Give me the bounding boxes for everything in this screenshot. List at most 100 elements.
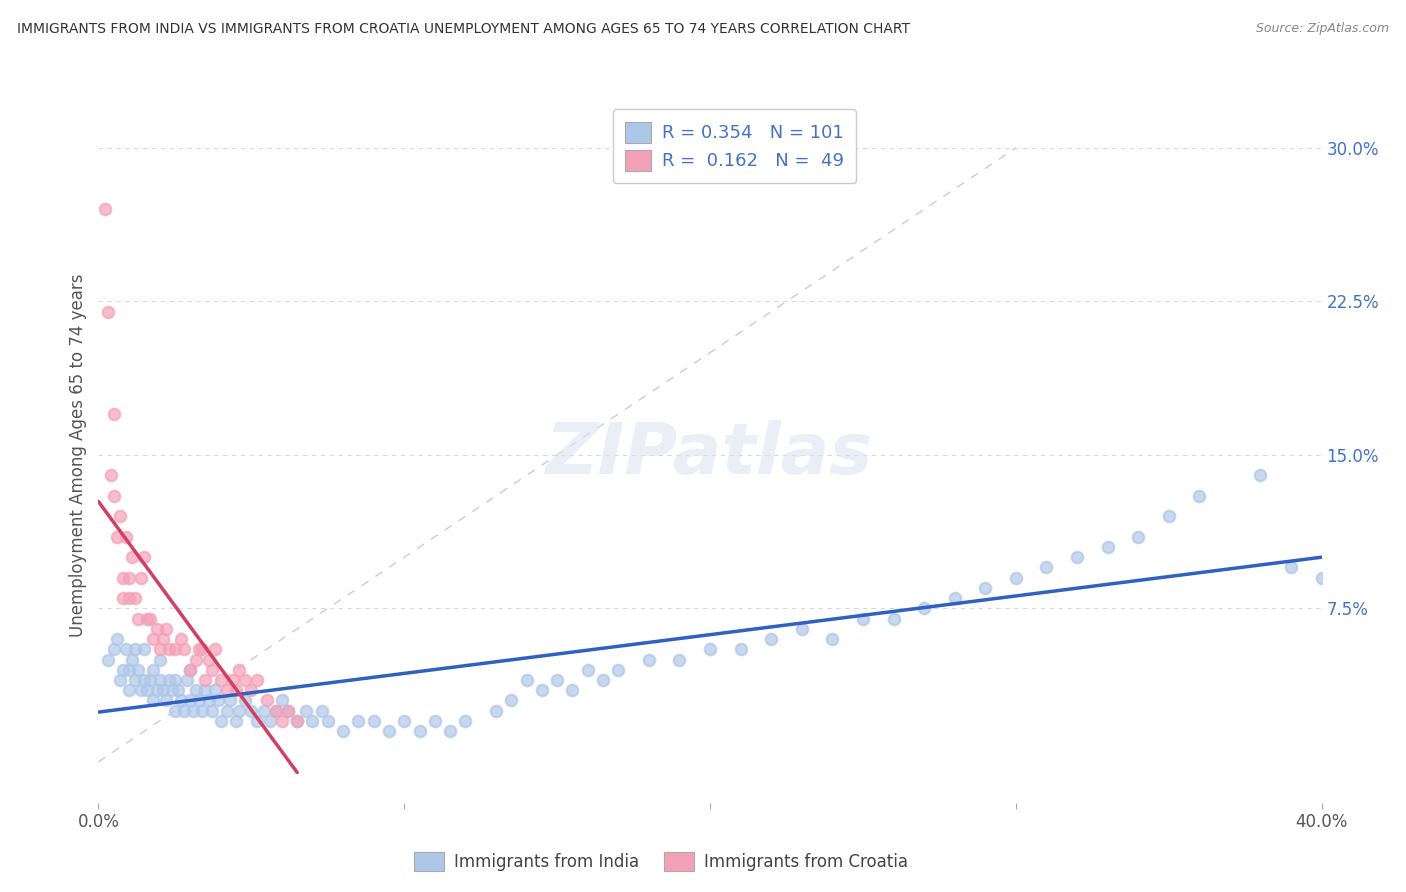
Point xyxy=(246,714,269,728)
Point xyxy=(233,673,256,687)
Point xyxy=(207,693,229,707)
Point xyxy=(163,642,186,657)
Point xyxy=(912,601,935,615)
Point xyxy=(501,693,523,707)
Point xyxy=(105,632,128,646)
Point xyxy=(852,612,875,626)
Point xyxy=(155,622,177,636)
Text: ZIPatlas: ZIPatlas xyxy=(547,420,873,490)
Point xyxy=(111,663,134,677)
Point xyxy=(152,632,174,646)
Point xyxy=(108,673,131,687)
Point xyxy=(259,714,281,728)
Point xyxy=(454,714,477,728)
Point xyxy=(270,693,292,707)
Point xyxy=(163,704,186,718)
Point xyxy=(516,673,538,687)
Point xyxy=(943,591,966,606)
Point xyxy=(186,683,208,698)
Point xyxy=(264,704,287,718)
Point xyxy=(111,571,134,585)
Point xyxy=(1066,550,1088,565)
Point xyxy=(1004,571,1026,585)
Point xyxy=(115,530,138,544)
Point xyxy=(188,693,211,707)
Point xyxy=(252,704,274,718)
Point xyxy=(142,693,165,707)
Point xyxy=(100,468,122,483)
Point xyxy=(668,652,690,666)
Point xyxy=(197,693,219,707)
Point xyxy=(256,693,278,707)
Point xyxy=(1035,560,1057,574)
Legend: Immigrants from India, Immigrants from Croatia: Immigrants from India, Immigrants from C… xyxy=(408,846,915,878)
Point xyxy=(118,571,141,585)
Point xyxy=(149,642,172,657)
Point xyxy=(228,704,250,718)
Point xyxy=(408,724,430,739)
Point xyxy=(225,714,247,728)
Point xyxy=(821,632,844,646)
Point xyxy=(561,683,583,698)
Point xyxy=(592,673,614,687)
Point xyxy=(332,724,354,739)
Point xyxy=(576,663,599,677)
Point xyxy=(129,683,152,698)
Point xyxy=(129,571,152,585)
Point xyxy=(423,714,446,728)
Point xyxy=(215,683,238,698)
Y-axis label: Unemployment Among Ages 65 to 74 years: Unemployment Among Ages 65 to 74 years xyxy=(69,273,87,637)
Point xyxy=(93,202,115,217)
Point xyxy=(200,704,222,718)
Point xyxy=(157,642,180,657)
Point xyxy=(127,612,149,626)
Point xyxy=(170,632,193,646)
Point xyxy=(134,673,156,687)
Point xyxy=(149,652,172,666)
Point xyxy=(124,591,146,606)
Point xyxy=(233,693,256,707)
Point xyxy=(97,304,120,318)
Point xyxy=(204,642,226,657)
Point xyxy=(118,591,141,606)
Point xyxy=(204,683,226,698)
Point xyxy=(186,652,208,666)
Point xyxy=(97,652,120,666)
Point xyxy=(530,683,553,698)
Point xyxy=(118,683,141,698)
Point xyxy=(209,714,232,728)
Point xyxy=(219,693,242,707)
Point xyxy=(134,642,156,657)
Point xyxy=(121,550,143,565)
Point xyxy=(392,714,416,728)
Point xyxy=(378,724,401,739)
Point xyxy=(974,581,997,595)
Point xyxy=(264,704,287,718)
Point xyxy=(197,652,219,666)
Point xyxy=(1097,540,1119,554)
Point xyxy=(142,632,165,646)
Point xyxy=(118,663,141,677)
Point xyxy=(145,683,167,698)
Point xyxy=(277,704,299,718)
Point xyxy=(1157,509,1180,524)
Point xyxy=(127,663,149,677)
Point xyxy=(485,704,508,718)
Point xyxy=(108,509,131,524)
Point xyxy=(139,612,162,626)
Point xyxy=(136,612,159,626)
Point xyxy=(546,673,568,687)
Point xyxy=(637,652,661,666)
Point xyxy=(246,673,269,687)
Point xyxy=(103,489,125,503)
Point xyxy=(883,612,905,626)
Point xyxy=(134,550,156,565)
Point xyxy=(103,407,125,421)
Point xyxy=(277,704,299,718)
Point xyxy=(607,663,630,677)
Point xyxy=(1188,489,1211,503)
Point xyxy=(347,714,370,728)
Point xyxy=(439,724,461,739)
Point xyxy=(152,683,174,698)
Point xyxy=(188,642,211,657)
